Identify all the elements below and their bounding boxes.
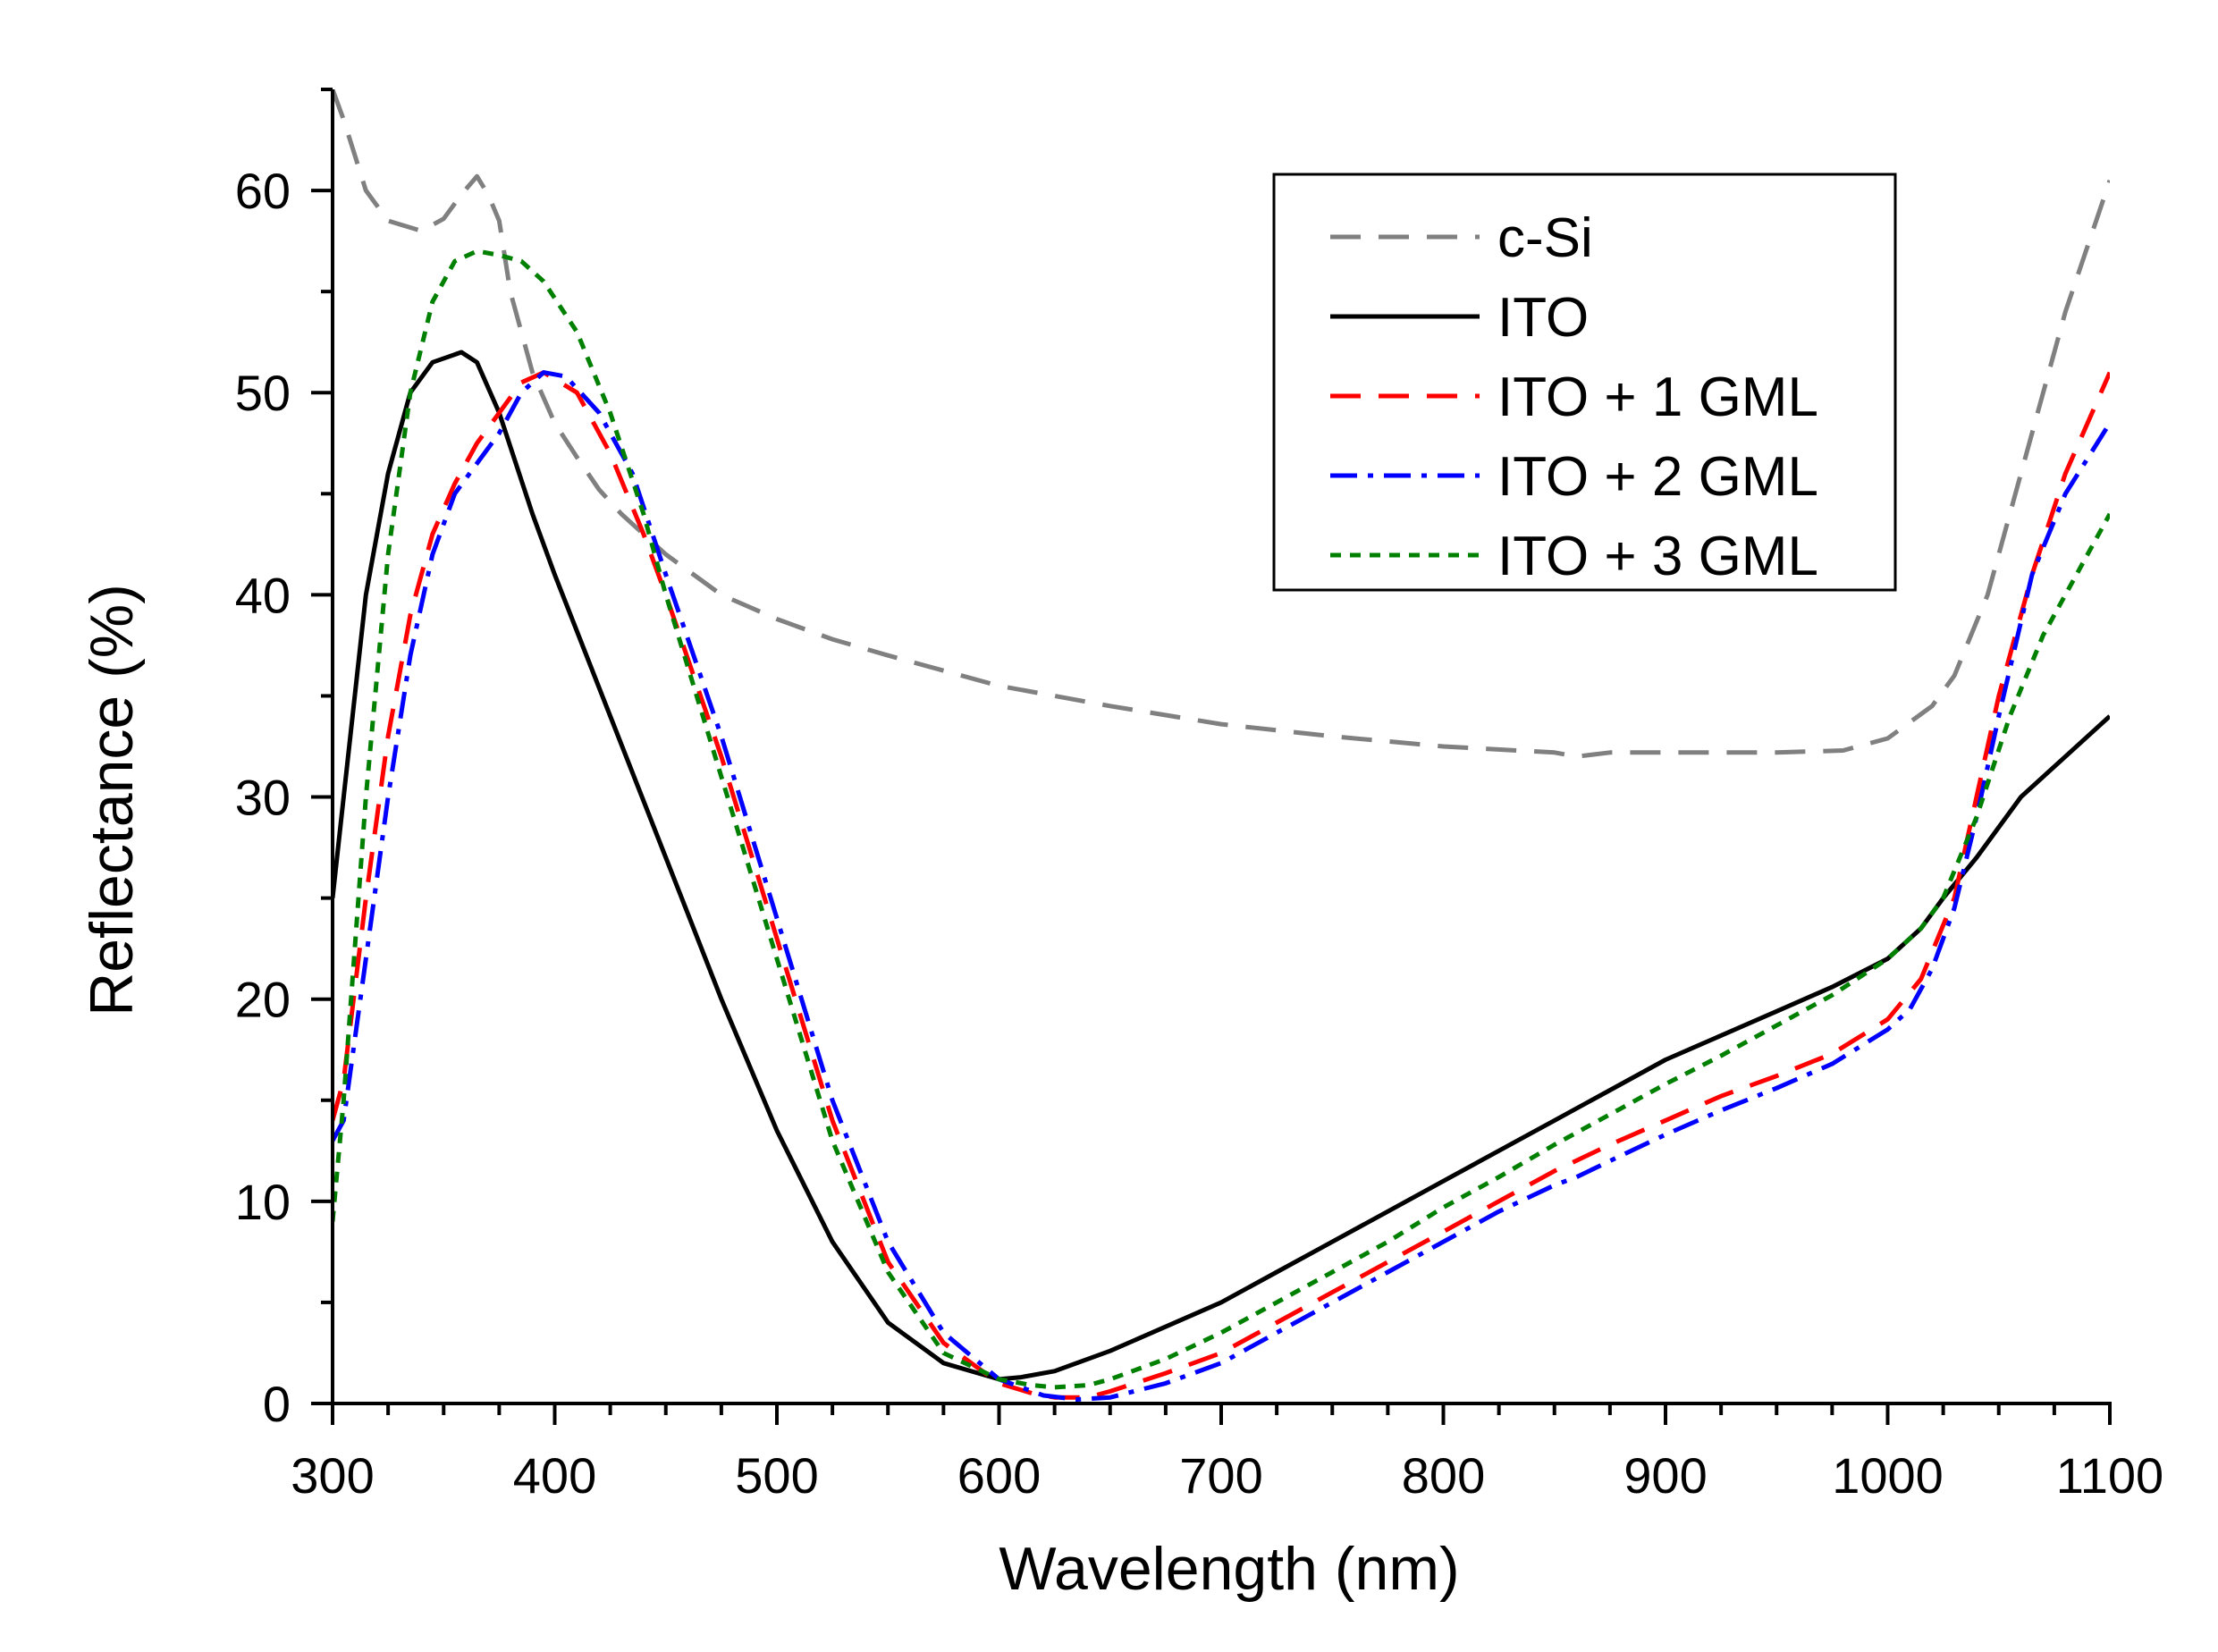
series-line-ito-1-gml bbox=[333, 370, 2110, 1400]
series-line-ito-3-gml bbox=[333, 249, 2110, 1390]
legend-label: ITO + 3 GML bbox=[1497, 526, 1818, 587]
legend-label: ITO bbox=[1497, 287, 1589, 349]
legend: c-Si ITO ITO + 1 GML ITO + 2 GML ITO + 3 GML bbox=[1272, 173, 1897, 592]
legend-label: ITO + 1 GML bbox=[1497, 367, 1818, 428]
y-tick-label: 20 bbox=[235, 972, 291, 1028]
y-tick-labels: 0 10 20 30 40 50 60 bbox=[235, 163, 291, 1432]
legend-box bbox=[1272, 173, 1897, 592]
y-tick-label: 0 bbox=[263, 1376, 291, 1432]
series-line-c-si bbox=[333, 89, 2110, 759]
y-tick-label: 40 bbox=[235, 567, 291, 623]
x-tick-label: 500 bbox=[735, 1447, 818, 1504]
series-line-ito-2-gml bbox=[333, 370, 2110, 1402]
y-tick-label: 10 bbox=[235, 1174, 291, 1230]
series-line-ito bbox=[333, 350, 2110, 1382]
x-tick-labels: 300 400 500 600 700 800 900 1000 1100 bbox=[291, 1447, 2163, 1504]
legend-label: ITO + 2 GML bbox=[1497, 446, 1818, 508]
x-tick-label: 1100 bbox=[2056, 1447, 2163, 1504]
series-lines bbox=[333, 89, 2110, 1402]
x-tick-label: 400 bbox=[513, 1447, 596, 1504]
x-tick-label: 800 bbox=[1402, 1447, 1485, 1504]
y-tick-label: 30 bbox=[235, 770, 291, 826]
x-tick-label: 900 bbox=[1623, 1447, 1707, 1504]
x-axis-label: Wavelength (nm) bbox=[999, 1535, 1459, 1603]
x-tick-label: 1000 bbox=[1832, 1447, 1944, 1504]
legend-label: c-Si bbox=[1497, 207, 1593, 269]
y-tick-label: 60 bbox=[235, 163, 291, 219]
axis-ticks bbox=[311, 88, 2112, 1425]
x-tick-label: 300 bbox=[291, 1447, 374, 1504]
y-axis-label: Reflectance (%) bbox=[78, 584, 146, 1016]
x-tick-label: 700 bbox=[1179, 1447, 1262, 1504]
y-tick-label: 50 bbox=[235, 365, 291, 421]
x-tick-label: 600 bbox=[957, 1447, 1041, 1504]
